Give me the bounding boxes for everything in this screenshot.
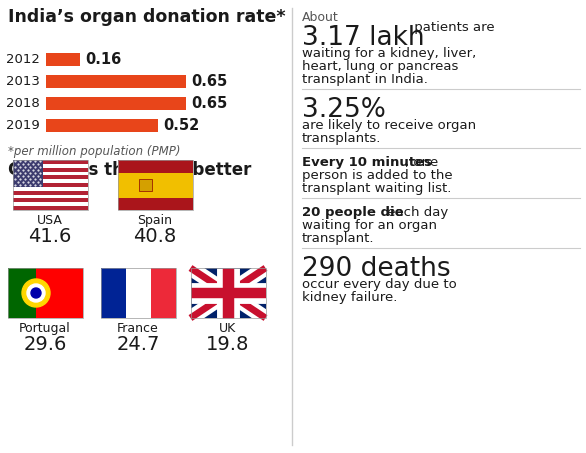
Bar xyxy=(46,53,80,66)
Bar xyxy=(8,268,83,318)
Bar xyxy=(46,97,186,110)
Text: each day: each day xyxy=(383,206,448,219)
Text: 2018: 2018 xyxy=(6,97,40,110)
Bar xyxy=(151,268,175,318)
Text: are likely to receive organ: are likely to receive organ xyxy=(302,119,476,132)
Bar xyxy=(46,75,186,88)
Text: France: France xyxy=(117,322,159,335)
Bar xyxy=(138,179,152,191)
Bar xyxy=(118,160,192,210)
Bar xyxy=(12,206,87,210)
Text: 29.6: 29.6 xyxy=(23,335,67,354)
Text: 20 people die: 20 people die xyxy=(302,206,404,219)
Text: Every 10 minutes: Every 10 minutes xyxy=(302,156,432,169)
Bar xyxy=(12,168,87,172)
Bar xyxy=(125,268,151,318)
Text: transplant in India.: transplant in India. xyxy=(302,73,428,86)
Bar xyxy=(46,119,158,132)
Text: Spain: Spain xyxy=(138,214,172,227)
Text: heart, lung or pancreas: heart, lung or pancreas xyxy=(302,60,458,73)
Text: 2013: 2013 xyxy=(6,75,40,88)
Text: patients are: patients are xyxy=(410,21,495,34)
Text: , one: , one xyxy=(405,156,438,169)
Bar xyxy=(101,268,125,318)
Bar xyxy=(12,160,87,210)
Text: 2012: 2012 xyxy=(6,53,40,66)
Text: 0.65: 0.65 xyxy=(191,96,227,111)
Bar xyxy=(12,160,87,164)
Text: UK: UK xyxy=(219,322,237,335)
Text: 3.17 lakh: 3.17 lakh xyxy=(302,25,425,51)
Bar xyxy=(12,198,87,202)
Circle shape xyxy=(22,279,50,307)
Text: 2019: 2019 xyxy=(6,119,40,132)
Bar xyxy=(12,160,43,187)
Bar xyxy=(8,268,36,318)
Text: 0.52: 0.52 xyxy=(163,118,199,133)
Bar xyxy=(12,191,87,195)
Text: 24.7: 24.7 xyxy=(116,335,160,354)
Bar xyxy=(12,183,87,187)
Text: *per million population (PMP): *per million population (PMP) xyxy=(8,145,180,158)
Text: waiting for an organ: waiting for an organ xyxy=(302,219,437,232)
Bar xyxy=(118,173,192,198)
Bar xyxy=(101,268,175,318)
Bar xyxy=(12,175,87,179)
Circle shape xyxy=(31,288,41,298)
Text: kidney failure.: kidney failure. xyxy=(302,291,397,304)
Text: 19.8: 19.8 xyxy=(206,335,250,354)
Text: 290 deaths: 290 deaths xyxy=(302,256,451,282)
Text: 40.8: 40.8 xyxy=(134,227,176,246)
Text: Portugal: Portugal xyxy=(19,322,71,335)
Bar xyxy=(12,160,87,210)
Text: transplant waiting list.: transplant waiting list. xyxy=(302,182,451,195)
Text: About: About xyxy=(302,11,339,24)
Bar xyxy=(118,198,192,210)
Text: 3.25%: 3.25% xyxy=(302,97,386,123)
Text: USA: USA xyxy=(37,214,63,227)
Bar xyxy=(118,160,192,173)
Bar xyxy=(36,268,83,318)
Text: 0.65: 0.65 xyxy=(191,74,227,89)
Bar xyxy=(190,268,265,318)
Text: occur every day due to: occur every day due to xyxy=(302,278,456,291)
Bar xyxy=(190,268,265,318)
Text: transplant.: transplant. xyxy=(302,232,374,245)
Text: person is added to the: person is added to the xyxy=(302,169,452,182)
Text: Countries that fare better: Countries that fare better xyxy=(8,161,251,179)
Text: transplants.: transplants. xyxy=(302,132,381,145)
Text: 41.6: 41.6 xyxy=(28,227,71,246)
Text: waiting for a kidney, liver,: waiting for a kidney, liver, xyxy=(302,47,476,60)
Text: India’s organ donation rate*: India’s organ donation rate* xyxy=(8,8,285,26)
Text: 0.16: 0.16 xyxy=(86,52,122,67)
Circle shape xyxy=(27,284,45,302)
